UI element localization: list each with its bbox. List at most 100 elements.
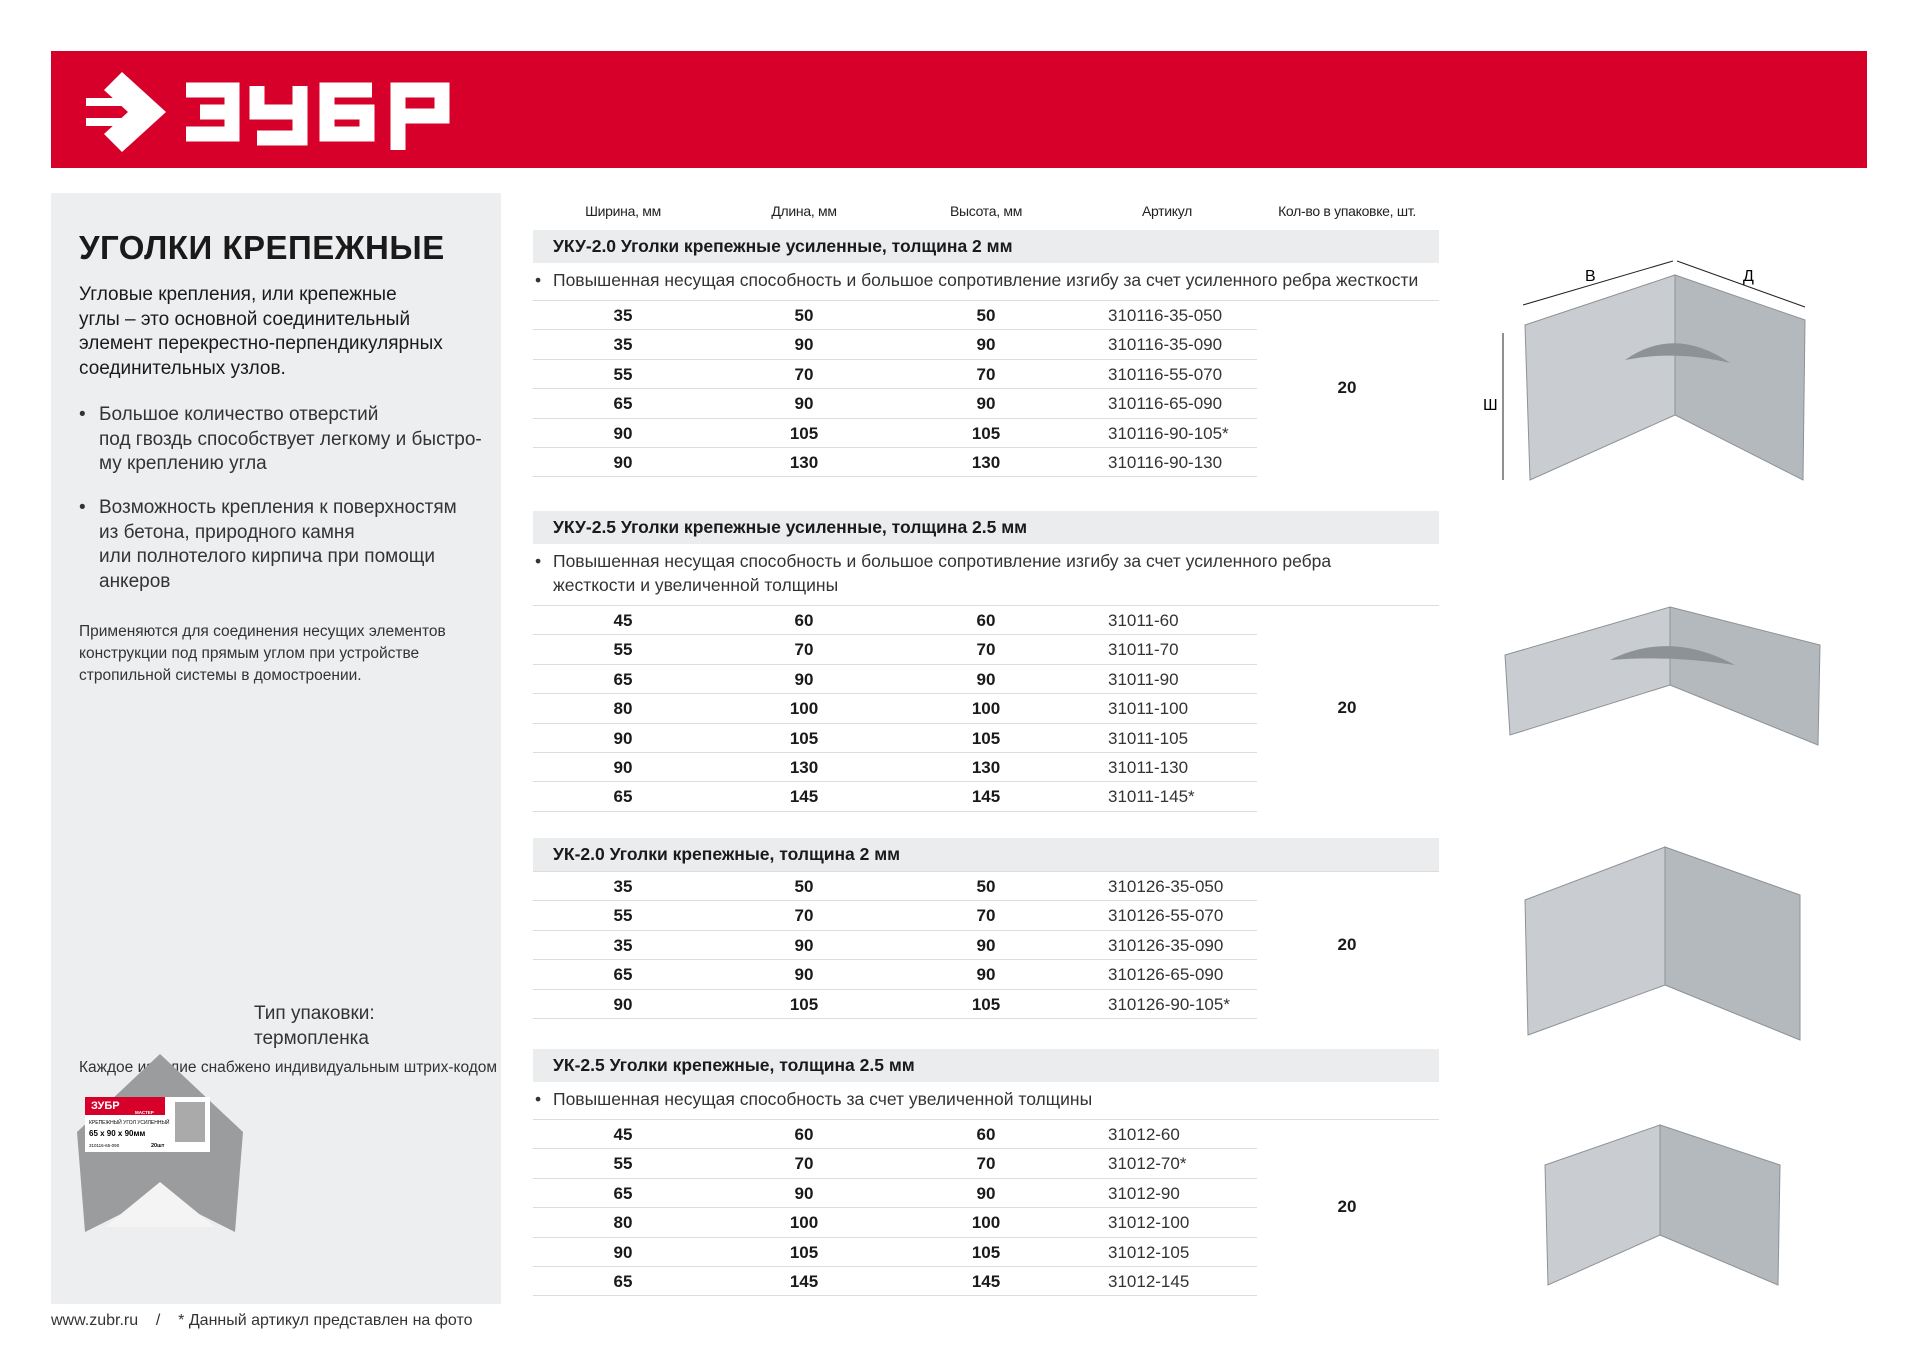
length-cell: 60 [794,611,814,630]
product-section: УКУ-2.5 Уголки крепежные усиленные, толщ… [533,511,1439,812]
height-cell: 105 [971,1242,1001,1262]
table-row: 35 50 50 310126-35-050 [533,872,1257,902]
width-cell: 90 [613,452,633,472]
panel-intro: Угловые крепления, или крепежные углы – … [79,284,443,379]
length-cell: 145 [789,1271,819,1291]
height-cell: 90 [976,935,996,955]
table-row: 65 90 90 31011-90 [533,665,1257,695]
table-row: 65 90 90 310116-65-090 [533,389,1257,419]
width-cell: 45 [613,611,633,630]
length-cell: 105 [789,423,819,443]
width-cell: 90 [613,1242,633,1262]
footer-separator: / [155,1312,161,1329]
table-row: 90 105 105 310126-90-105* [533,990,1257,1019]
table-row: 35 90 90 310116-35-090 [533,330,1257,360]
product-section: УК-2.5 Уголки крепежные, толщина 2.5 ммП… [533,1049,1439,1297]
width-cell: 65 [613,965,633,985]
table-row: 80 100 100 31012-100 [533,1208,1257,1238]
article-cell: 310116-35-090 [1108,335,1223,355]
length-cell: 60 [794,1125,814,1144]
length-cell: 105 [789,994,819,1014]
height-cell: 100 [971,1213,1001,1233]
length-cell: 70 [794,364,814,384]
panel-bullet: Большое количество отверстий под гвоздь … [79,403,489,477]
table-row: 65 145 145 31012-145 [533,1267,1257,1297]
table-row: 55 70 70 310126-55-070 [533,901,1257,931]
length-cell: 90 [794,965,814,985]
table-row: 90 130 130 310116-90-130 [533,448,1257,478]
length-cell: 100 [789,699,819,719]
article-cell: 31012-105 [1108,1242,1190,1262]
product-section: УКУ-2.0 Уголки крепежные усиленные, толщ… [533,230,1439,478]
package-photo: ЗУБР МАСТЕР КРЕПЕЖНЫЙ УГОЛ УСИЛЕННЫЙ 65 … [77,1054,243,1232]
width-cell: 55 [613,1154,633,1174]
panel-note: Применяются для соединения несущих элеме… [79,623,446,684]
article-cell: 310126-90-105* [1108,994,1230,1014]
pack-type: Тип упаковки: термопленка [254,1003,375,1049]
width-cell: 65 [613,669,633,689]
height-cell: 70 [976,364,996,384]
height-cell: 90 [976,669,996,689]
footer: www.zubr.ru / * Данный артикул представл… [51,1312,473,1330]
height-cell: 70 [976,1154,996,1174]
dim-d: Д [1743,268,1754,285]
qty-cell: 20 [1337,697,1357,717]
table-row: 90 105 105 31011-105 [533,724,1257,753]
product-table: 45 60 60 31011-60 55 70 70 31011-70 65 90 90 31011-… [533,605,1439,812]
height-cell: 50 [976,877,996,896]
article-cell: 31011-90 [1108,669,1179,689]
product-image-uku20: В Д Ш [1483,260,1806,481]
table-row: 65 90 90 31012-90 [533,1179,1257,1209]
product-image-uk20 [1524,846,1801,1041]
width-cell: 90 [613,994,633,1014]
width-cell: 45 [613,1125,633,1144]
pack-name: КРЕПЕЖНЫЙ УГОЛ УСИЛЕННЫЙ [89,1118,170,1126]
length-cell: 70 [794,640,814,660]
article-cell: 31011-100 [1108,699,1189,719]
width-cell: 65 [613,394,633,414]
article-cell: 31011-105 [1108,728,1189,748]
article-cell: 31011-70 [1108,640,1179,660]
article-cell: 310116-90-130 [1108,452,1223,472]
width-cell: 90 [613,728,633,748]
width-cell: 80 [613,699,633,719]
pack-size: 65 x 90 x 90мм [89,1129,145,1138]
product-image-uku25 [1504,606,1821,746]
product-section: УК-2.0 Уголки крепежные, толщина 2 мм 35 5… [533,838,1439,1019]
height-cell: 50 [976,306,996,325]
height-cell: 145 [971,1271,1001,1291]
barcode-note: Каждое изделие снабжено индивидуальным ш… [79,1059,498,1076]
length-cell: 105 [789,728,819,748]
product-table: 35 50 50 310116-35-050 35 90 90 310116-35-090 55… [533,300,1439,478]
width-cell: 55 [613,906,633,926]
article-cell: 31011-130 [1108,757,1189,777]
section-title: УКУ-2.5 Уголки крепежные усиленные, толщ… [533,511,1439,544]
table-row: 35 90 90 310126-35-090 [533,931,1257,961]
article-cell: 31012-90 [1108,1183,1180,1203]
site-link[interactable]: www.zubr.ru [51,1312,139,1329]
width-cell: 80 [613,1213,633,1233]
height-cell: 60 [976,611,996,630]
height-cell: 90 [976,335,996,355]
article-cell: 31012-100 [1108,1213,1190,1233]
col-article: Артикул [1141,203,1193,219]
col-width: Ширина, мм [585,203,661,219]
qty-cell: 20 [1337,378,1357,398]
table-row: 65 145 145 31011-145* [533,782,1257,812]
length-cell: 130 [789,757,819,777]
article-cell: 310116-65-090 [1108,394,1223,414]
width-cell: 65 [613,787,633,807]
qty-cell: 20 [1337,934,1357,954]
dim-b: В [1585,268,1596,285]
height-cell: 105 [971,994,1001,1014]
article-cell: 31011-60 [1108,611,1179,630]
section-note: Повышенная несущая способность и большое… [533,544,1439,605]
height-cell: 90 [976,394,996,414]
qty-cell: 20 [1337,1197,1357,1217]
product-table: 45 60 60 31012-60 55 70 70 31012-70* 65 90 90 31012… [533,1119,1439,1297]
length-cell: 70 [794,1154,814,1174]
section-title: УКУ-2.0 Уголки крепежные усиленные, толщ… [533,230,1439,263]
height-cell: 105 [971,423,1001,443]
table-row: 65 90 90 310126-65-090 [533,960,1257,990]
col-length: Длина, мм [771,203,837,219]
